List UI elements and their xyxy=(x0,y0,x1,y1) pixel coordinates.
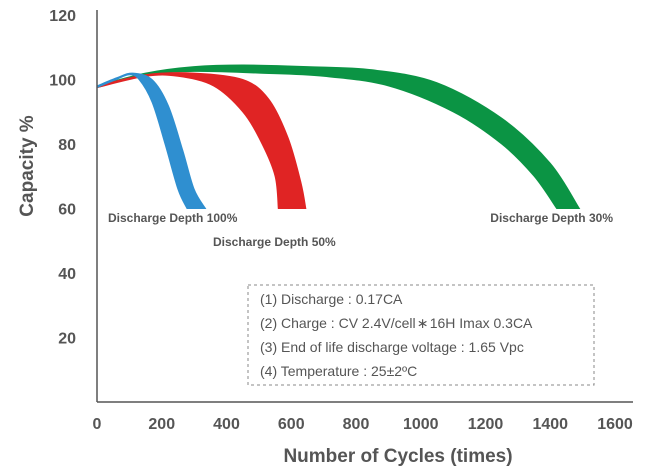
condition-charge: (2) Charge : CV 2.4V/cell ∗ 16H Imax 0.3… xyxy=(260,315,533,331)
band-depth-50-percent xyxy=(96,72,307,209)
x-tick-800: 800 xyxy=(343,416,370,433)
test-conditions-frame xyxy=(247,284,595,386)
test-conditions-box: (1) Discharge : 0.17CA (2) Charge : CV 2… xyxy=(247,284,595,386)
y-tick-80: 80 xyxy=(58,137,76,154)
condition-discharge: (1) Discharge : 0.17CA xyxy=(260,291,403,307)
condition-end-of-life: (3) End of life discharge voltage : 1.65… xyxy=(260,339,524,355)
y-tick-20: 20 xyxy=(58,331,76,348)
band-depth-100-percent xyxy=(96,72,207,209)
y-axis-title: Capacity % xyxy=(17,115,38,216)
y-tick-60: 60 xyxy=(58,202,76,219)
x-tick-200: 200 xyxy=(148,416,175,433)
x-tick-1200: 1200 xyxy=(468,416,504,433)
y-tick-100: 100 xyxy=(49,73,76,90)
x-tick-1400: 1400 xyxy=(532,416,568,433)
x-tick-400: 400 xyxy=(213,416,240,433)
x-axis-title: Number of Cycles (times) xyxy=(283,446,512,467)
x-tick-0: 0 xyxy=(93,416,102,433)
series-label-depth-50: Discharge Depth 50% xyxy=(213,235,336,249)
x-tick-600: 600 xyxy=(278,416,305,433)
condition-temperature: (4) Temperature : 25±2ºC xyxy=(260,363,417,379)
series-labels: Discharge Depth 100% Discharge Depth 50% D… xyxy=(108,211,613,249)
y-tick-120: 120 xyxy=(49,8,76,25)
y-tick-40: 40 xyxy=(58,266,76,283)
x-tick-1000: 1000 xyxy=(403,416,439,433)
series-label-depth-100: Discharge Depth 100% xyxy=(108,211,238,225)
series-label-depth-30: Discharge Depth 30% xyxy=(490,211,613,225)
axes xyxy=(96,10,633,403)
series-bands xyxy=(96,64,581,209)
y-tick-labels: 20 40 60 80 100 120 xyxy=(49,8,76,348)
x-tick-1600: 1600 xyxy=(597,416,633,433)
x-tick-labels: 0 200 400 600 800 1000 1200 1400 1600 xyxy=(93,416,633,433)
band-depth-30-percent xyxy=(96,64,581,209)
